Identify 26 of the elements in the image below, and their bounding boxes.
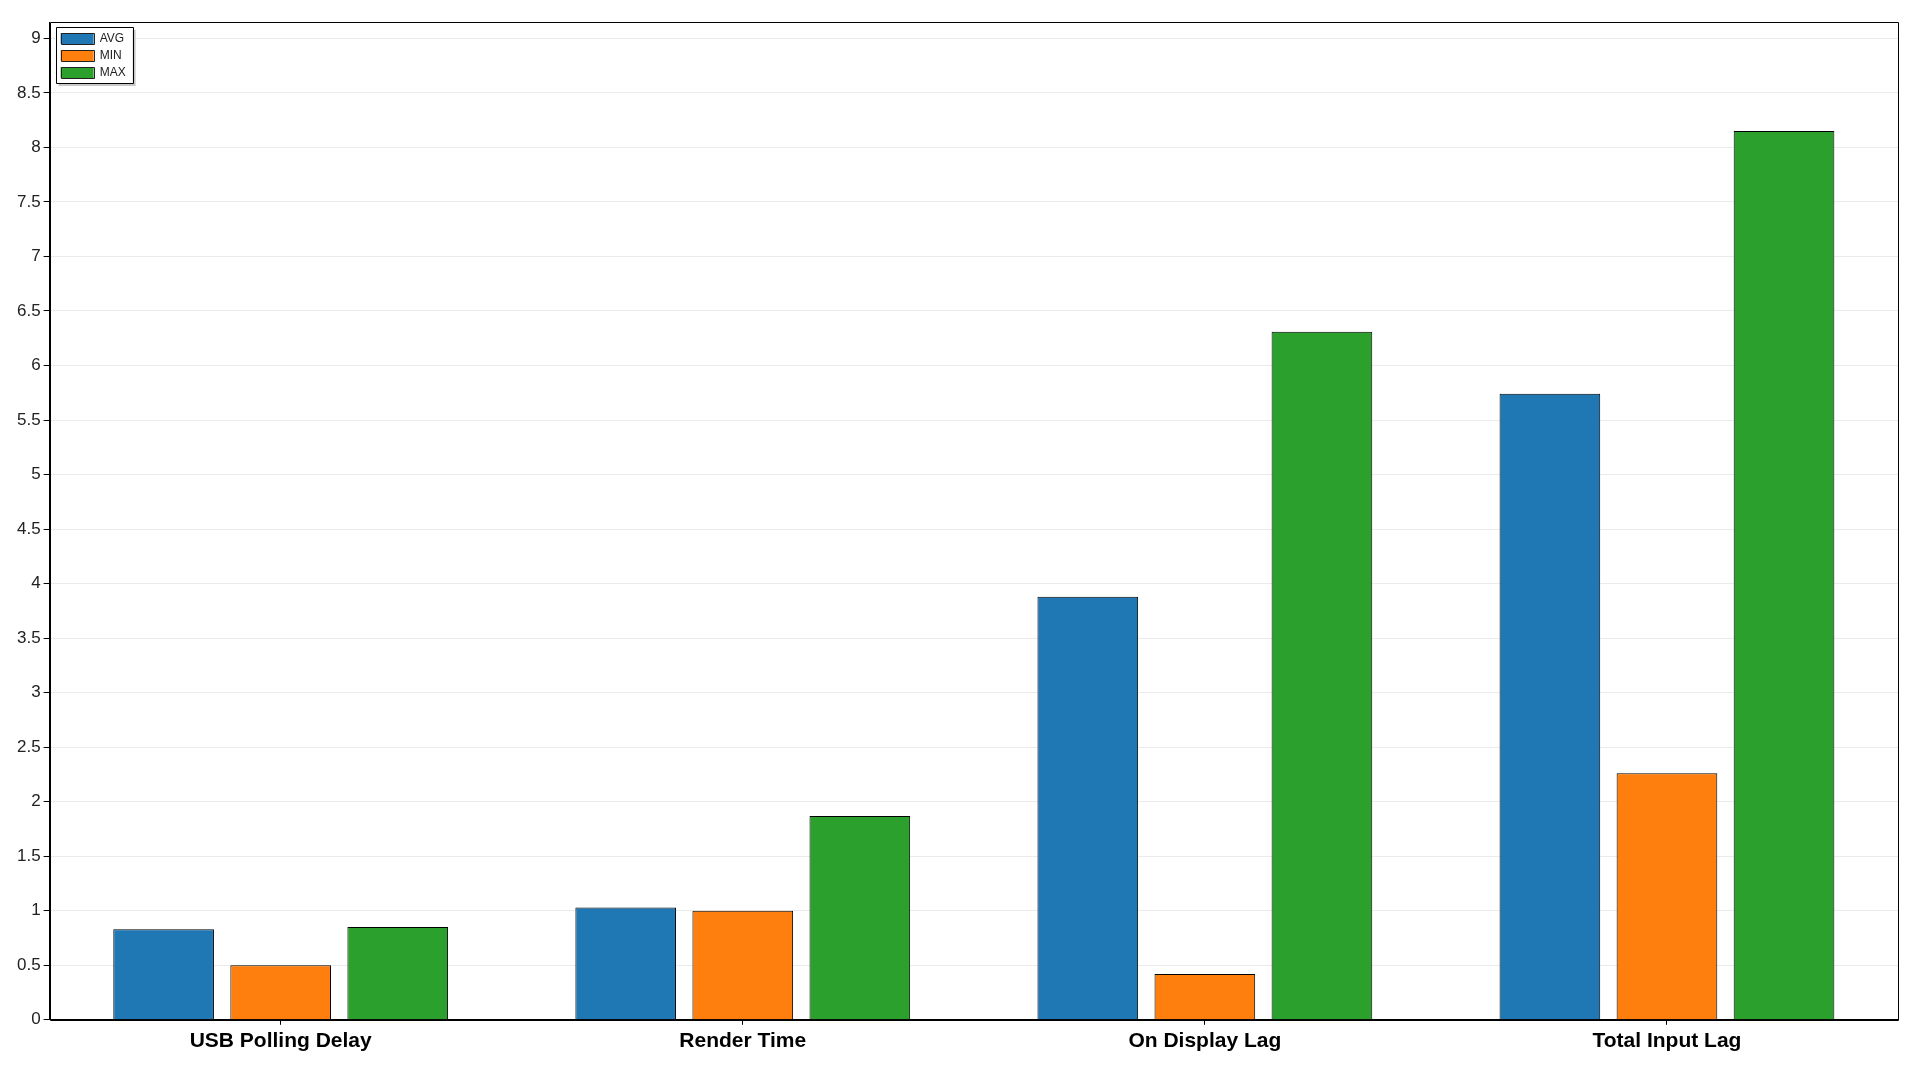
y-tick-label: 1 [31, 900, 41, 920]
y-tick-label: 3.5 [16, 627, 41, 647]
y-tick-label: 5.5 [16, 409, 41, 429]
y-tick-label: 6.5 [16, 300, 41, 320]
x-tick-label: Render Time [679, 1028, 807, 1052]
y-tick-label: 6 [31, 355, 41, 375]
y-tick-label: 3 [31, 682, 41, 702]
legend-label: MAX [99, 64, 126, 79]
y-tick-label: 0.5 [16, 954, 41, 974]
legend-label: AVG [99, 30, 125, 45]
legend-label: MIN [99, 47, 122, 62]
y-tick-label: 2 [31, 791, 41, 811]
x-tick-label: Total Input Lag [1592, 1028, 1742, 1052]
y-tick-label: 4.5 [16, 518, 41, 538]
y-tick-label: 7.5 [16, 191, 41, 211]
y-tick-label: 7 [31, 246, 41, 266]
x-tick-label: USB Polling Delay [189, 1028, 373, 1052]
x-tick-label: On Display Lag [1128, 1028, 1282, 1052]
y-tick-label: 0 [31, 1009, 41, 1029]
y-tick-label: 2.5 [16, 736, 41, 756]
y-tick-label: 9 [31, 28, 41, 48]
y-tick-label: 5 [31, 464, 41, 484]
y-tick-label: 8 [31, 137, 41, 157]
y-tick-label: 8.5 [16, 82, 41, 102]
y-tick-label: 1.5 [16, 845, 41, 865]
y-tick-label: 4 [31, 573, 41, 593]
